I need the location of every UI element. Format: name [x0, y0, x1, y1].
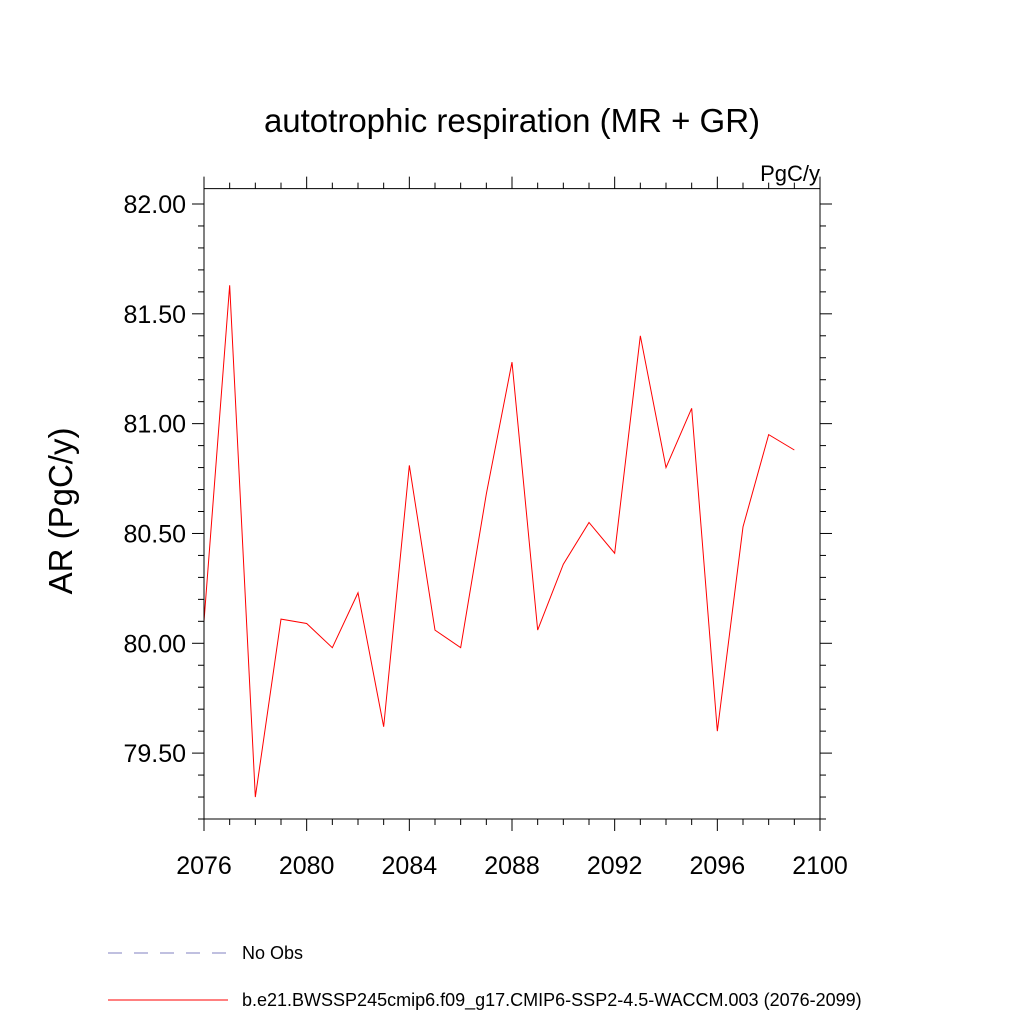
y-tick-label: 81.50 [123, 301, 186, 329]
chart-title: autotrophic respiration (MR + GR) [264, 102, 760, 139]
y-tick-label: 79.50 [123, 740, 186, 768]
y-tick-label: 80.00 [123, 630, 186, 658]
x-tick-label: 2084 [382, 852, 438, 880]
y-axis-label: AR (PgC/y) [42, 428, 79, 595]
y-tick-label: 80.50 [123, 520, 186, 548]
plot-series [203, 285, 795, 798]
series-line-0 [203, 285, 795, 798]
legend-label-no-obs: No Obs [242, 943, 303, 963]
y-tick-label: 82.00 [123, 191, 186, 219]
legend-label-model-run: b.e21.BWSSP245cmip6.f09_g17.CMIP6-SSP2-4… [242, 990, 862, 1011]
x-tick-label: 2100 [792, 852, 848, 880]
x-tick-label: 2096 [690, 852, 746, 880]
plot-frame [203, 188, 821, 820]
units-label: PgC/y [760, 161, 820, 186]
y-tick-label: 81.00 [123, 411, 186, 439]
legend: No Obs b.e21.BWSSP245cmip6.f09_g17.CMIP6… [108, 943, 862, 1011]
x-tick-label: 2088 [484, 852, 540, 880]
axis-tick-labels: 79.50 80.00 80.50 81.00 81.50 82.00 2076 2080 20… [123, 191, 847, 880]
x-tick-label: 2080 [279, 852, 335, 880]
x-tick-label: 2092 [587, 852, 643, 880]
x-tick-label: 2076 [176, 852, 232, 880]
axis-ticks [192, 176, 832, 831]
